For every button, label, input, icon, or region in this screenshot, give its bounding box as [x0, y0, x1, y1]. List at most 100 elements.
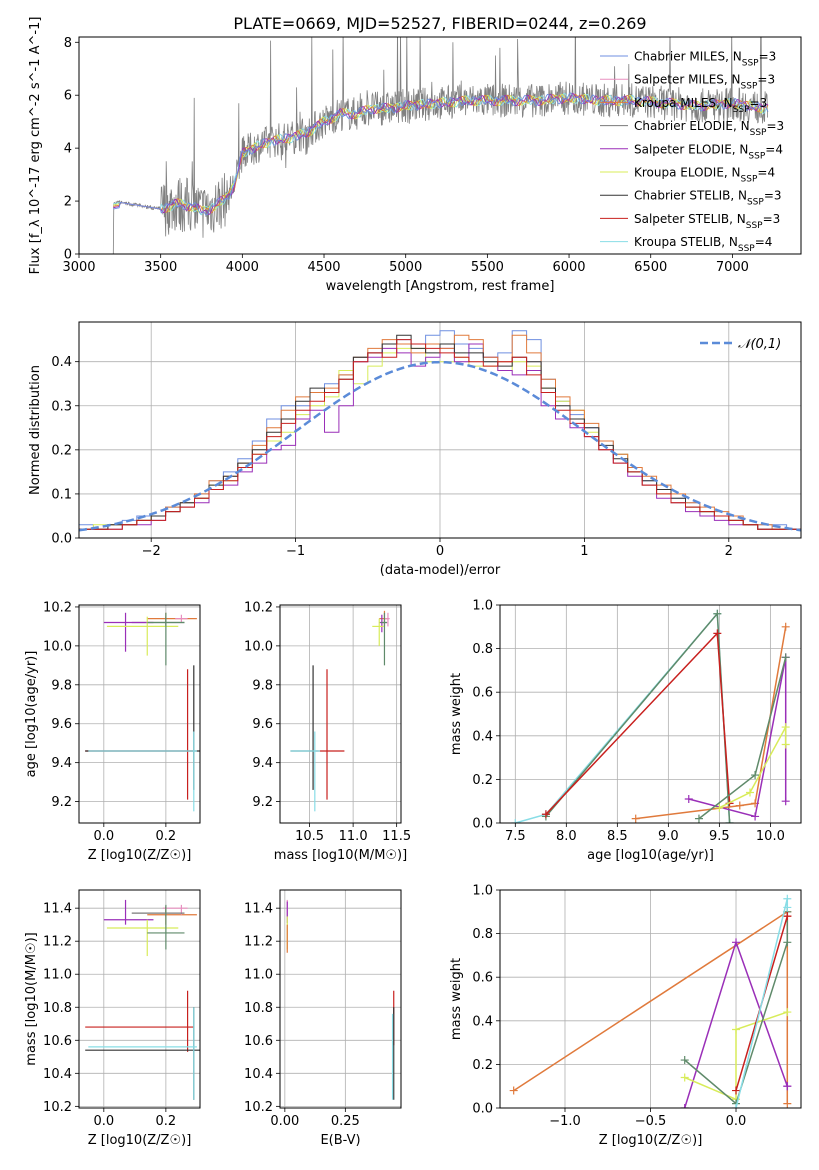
x-tick-label: 8.0	[556, 829, 577, 844]
age-vs-mass-frame	[279, 604, 402, 824]
mass-vs-EBV-points	[286, 899, 395, 1100]
error-bar-point	[175, 614, 188, 623]
weight-marker	[680, 1056, 689, 1065]
error-bar-point	[88, 731, 197, 812]
y-axis-label: Flux [f_λ 10^-17 erg cm^-2 s^-1 A^-1]	[28, 17, 43, 275]
y-tick-label: 9.2	[252, 795, 273, 810]
x-tick-label: 11.0	[339, 829, 368, 844]
x-tick-label: 0.0	[93, 1114, 114, 1129]
model-spectrum	[113, 92, 769, 216]
x-tick-label: 6500	[634, 260, 667, 275]
y-tick-label: 10.4	[244, 1067, 273, 1082]
x-tick-label: 9.5	[709, 829, 730, 844]
y-tick-label: 1.0	[472, 884, 493, 899]
x-tick-label: −1	[286, 544, 305, 559]
x-tick-label: 0.0	[93, 829, 114, 844]
y-tick-label: 0.2	[51, 443, 72, 458]
y-tick-label: 0	[64, 248, 72, 263]
error-bar-point	[318, 669, 345, 800]
histogram-series	[79, 339, 801, 538]
weight-marker	[684, 795, 693, 804]
model-spectrum	[113, 92, 769, 215]
x-axis-label: Z [log10(Z/Z☉)]	[88, 1133, 192, 1148]
x-tick-label: 0.00	[270, 1114, 299, 1129]
mass-vs-Z-axes: 0.0 0.2 10.2 10.4 10.6 10.8 11.0 11.2 11.4 Z [log…	[24, 890, 200, 1148]
y-tick-label: 11.2	[244, 935, 273, 950]
weight-marker	[751, 812, 760, 821]
error-bar-point	[88, 1007, 197, 1100]
figure-title: PLATE=0669, MJD=52527, FIBERID=0244, z=0…	[233, 14, 646, 33]
y-tick-label: 10.2	[244, 1100, 273, 1115]
y-tick-label: 0.4	[51, 355, 72, 370]
weight-marker	[783, 903, 792, 912]
y-axis-label: age [log10(age/yr)]	[24, 651, 39, 778]
y-tick-label: 10.0	[43, 639, 72, 654]
x-tick-label: 0.2	[156, 829, 177, 844]
normal-curve	[79, 360, 801, 532]
weight-vs-age-series	[511, 609, 790, 823]
data-spectrum	[112, 37, 768, 254]
y-tick-label: 9.8	[51, 678, 72, 693]
residuals-legend: 𝒩(0,1)	[700, 337, 781, 352]
x-tick-label: 0.2	[156, 1114, 177, 1129]
x-tick-label: 5500	[471, 260, 504, 275]
y-tick-label: 6	[64, 89, 72, 104]
x-tick-label: 0	[436, 544, 444, 559]
weight-marker	[732, 1025, 741, 1034]
x-axis-label: age [log10(age/yr)]	[587, 848, 714, 863]
weight-marker	[781, 723, 790, 732]
y-tick-label: 11.4	[43, 902, 72, 917]
weight-marker	[783, 1082, 792, 1091]
weight-marker	[680, 1073, 689, 1082]
weight-marker	[783, 912, 792, 921]
y-tick-label: 0.1	[51, 487, 72, 502]
spectrum-axes: 3000 3500 4000 4500 5000 5500 6000 6500 7000 0 2 4 6…	[28, 17, 749, 294]
y-tick-label: 9.6	[252, 717, 273, 732]
mass-vs-EBV-frame	[279, 889, 402, 1109]
y-tick-label: 0.8	[472, 642, 493, 657]
x-tick-label: 7000	[716, 260, 749, 275]
x-tick-label: 5000	[389, 260, 422, 275]
weight-marker	[541, 810, 550, 819]
age-vs-Z-frame	[78, 604, 201, 824]
x-tick-label: 8.5	[607, 829, 628, 844]
y-tick-label: 10.2	[43, 600, 72, 615]
x-tick-label: 11.5	[382, 829, 411, 844]
y-tick-label: 10.2	[244, 600, 273, 615]
error-bar-point	[380, 612, 388, 666]
error-bar-point	[384, 612, 390, 627]
weight-vs-age-axes: 7.5 8.0 8.5 9.0 9.5 10.0 0.0 0.2 0.4 0.6 0.8 1.0 age…	[449, 599, 801, 863]
y-tick-label: 4	[64, 142, 72, 157]
weight-marker	[783, 938, 792, 947]
y-tick-label: 0.0	[472, 1102, 493, 1117]
x-tick-label: 9.0	[658, 829, 679, 844]
weight-marker	[781, 740, 790, 749]
x-tick-label: −0.5	[635, 1114, 667, 1129]
x-axis-label: Z [log10(Z/Z☉)]	[88, 848, 192, 863]
weight-marker	[781, 622, 790, 631]
y-tick-label: 10.6	[244, 1034, 273, 1049]
weight-marker	[715, 803, 724, 812]
error-bar-point	[147, 904, 185, 950]
x-tick-label: 1	[580, 544, 588, 559]
y-tick-label: 0.6	[472, 686, 493, 701]
mass-vs-EBV-axes: 0.00 0.25 10.2 10.4 10.6 10.8 11.0 11.2 11.4 E(B-…	[244, 890, 401, 1148]
weight-marker	[725, 819, 734, 823]
y-tick-label: 0.8	[472, 927, 493, 942]
y-axis-label: Normed distribution	[28, 365, 43, 495]
x-tick-label: 6000	[552, 260, 585, 275]
weight-marker	[783, 1008, 792, 1017]
y-tick-label: 10.4	[43, 1067, 72, 1082]
weight-marker	[694, 814, 703, 823]
y-tick-label: 10.2	[43, 1100, 72, 1115]
x-axis-label: wavelength [Angstrom, rest frame]	[326, 279, 555, 294]
y-axis-label: mass [log10(M/M☉)]	[24, 932, 39, 1065]
error-bar-point	[147, 612, 185, 666]
x-tick-label: −2	[142, 544, 161, 559]
x-tick-label: 10.0	[756, 829, 785, 844]
y-tick-label: 9.4	[51, 756, 72, 771]
x-tick-label: 3000	[62, 260, 95, 275]
weight-series-line	[719, 726, 787, 809]
x-axis-label: mass [log10(M/M☉)]	[274, 848, 407, 863]
